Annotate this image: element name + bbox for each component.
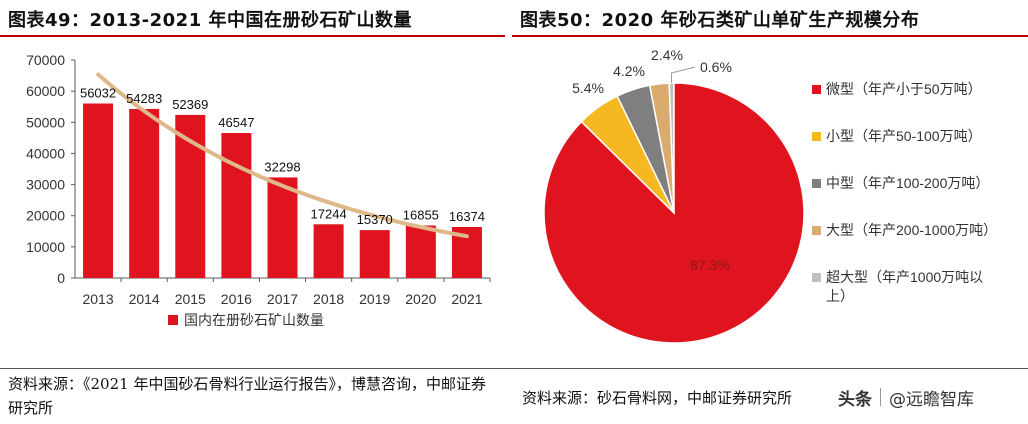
- right-source-note: 资料来源：砂石骨料网，中邮证券研究所: [522, 389, 793, 407]
- left-source-note: 资料来源：《2021 年中国砂石骨料行业运行报告》，博慧咨询，中邮证券研究所: [8, 375, 486, 417]
- x-tick-label: 2021: [451, 291, 482, 307]
- source-divider: [0, 368, 1028, 369]
- watermark-text: @远瞻智库: [889, 389, 974, 410]
- pie-value-label: 5.4%: [572, 80, 604, 96]
- legend-label: 国内在册砂石矿山数量: [184, 312, 324, 328]
- watermark-logo: 头条: [838, 389, 872, 410]
- bar-value-label: 17244: [311, 206, 347, 221]
- legend-label: 中型（年产100-200万吨）: [826, 175, 989, 191]
- x-tick-label: 2018: [313, 291, 344, 307]
- x-tick-label: 2016: [221, 291, 252, 307]
- bar-value-label: 54283: [126, 91, 162, 106]
- leader-line: [670, 66, 696, 84]
- x-tick-label: 2019: [359, 291, 390, 307]
- y-tick-label: 20000: [26, 208, 65, 224]
- bar: [221, 133, 252, 278]
- pie-value-label: 87.3%: [690, 257, 730, 273]
- bar: [83, 103, 114, 279]
- y-tick-label: 40000: [26, 145, 65, 161]
- watermark-separator: [880, 388, 881, 406]
- bar: [359, 230, 390, 278]
- x-tick-label: 2015: [175, 291, 206, 307]
- pie-value-label: 2.4%: [651, 47, 683, 63]
- pie-slice: [543, 82, 805, 344]
- right-figure-title: 图表50：2020 年砂石类矿山单矿生产规模分布: [520, 10, 920, 31]
- y-tick-label: 50000: [26, 114, 65, 130]
- y-tick-label: 60000: [26, 83, 65, 99]
- trendline: [96, 72, 469, 239]
- y-tick-label: 10000: [26, 239, 65, 255]
- bar-value-label: 16855: [403, 208, 439, 223]
- bar-value-label: 56032: [80, 86, 116, 101]
- bar: [313, 224, 344, 278]
- left-title-rule: [0, 35, 505, 37]
- x-tick-label: 2017: [267, 291, 298, 307]
- legend-label: 大型（年产200-1000万吨）: [826, 222, 997, 238]
- watermark: 头条 @远瞻智库: [838, 382, 974, 412]
- bar-value-label: 32298: [264, 159, 300, 174]
- bar: [405, 225, 436, 278]
- pie-chart: 87.3% 5.4% 4.2% 2.4% 0.6% 微型（年产小于50万吨） 小型（年产50…: [543, 47, 997, 344]
- bar-value-label: 52369: [172, 97, 208, 112]
- legend-swatch: [812, 85, 821, 94]
- x-tick-label: 2013: [82, 291, 113, 307]
- left-figure-title: 图表49：2013-2021 年中国在册砂石矿山数量: [8, 10, 412, 31]
- bar: [267, 177, 298, 278]
- right-title-rule: [512, 35, 1028, 37]
- bar-value-label: 15370: [357, 212, 393, 227]
- x-tick-label: 2020: [405, 291, 436, 307]
- legend-swatch: [812, 179, 821, 188]
- legend-label: 上）: [826, 288, 854, 304]
- legend-swatch: [812, 132, 821, 141]
- legend-label: 微型（年产小于50万吨）: [826, 81, 982, 97]
- left-figure-panel: 图表49：2013-2021 年中国在册砂石矿山数量 0 10000 20000 30…: [0, 0, 505, 368]
- bar-value-label: 46547: [218, 115, 254, 130]
- bar: [129, 108, 160, 278]
- y-tick-label: 0: [57, 270, 65, 286]
- legend-swatch: [812, 226, 821, 235]
- legend-swatch: [812, 273, 821, 282]
- y-tick-label: 30000: [26, 177, 65, 193]
- legend-swatch: [168, 315, 178, 325]
- right-figure-panel: 图表50：2020 年砂石类矿山单矿生产规模分布 87.3% 5.4% 4.2% 2.…: [512, 0, 1028, 368]
- bar-value-label: 16374: [449, 209, 485, 224]
- legend-label: 超大型（年产1000万吨以: [826, 269, 983, 285]
- y-tick-label: 70000: [26, 52, 65, 68]
- bar-chart: 0 10000 20000 30000 40000 50000 60000 70000 2013…: [26, 52, 491, 328]
- pie-value-label: 0.6%: [700, 59, 732, 75]
- legend-label: 小型（年产50-100万吨）: [826, 128, 982, 144]
- pie-value-label: 4.2%: [613, 63, 645, 79]
- x-tick-label: 2014: [129, 291, 160, 307]
